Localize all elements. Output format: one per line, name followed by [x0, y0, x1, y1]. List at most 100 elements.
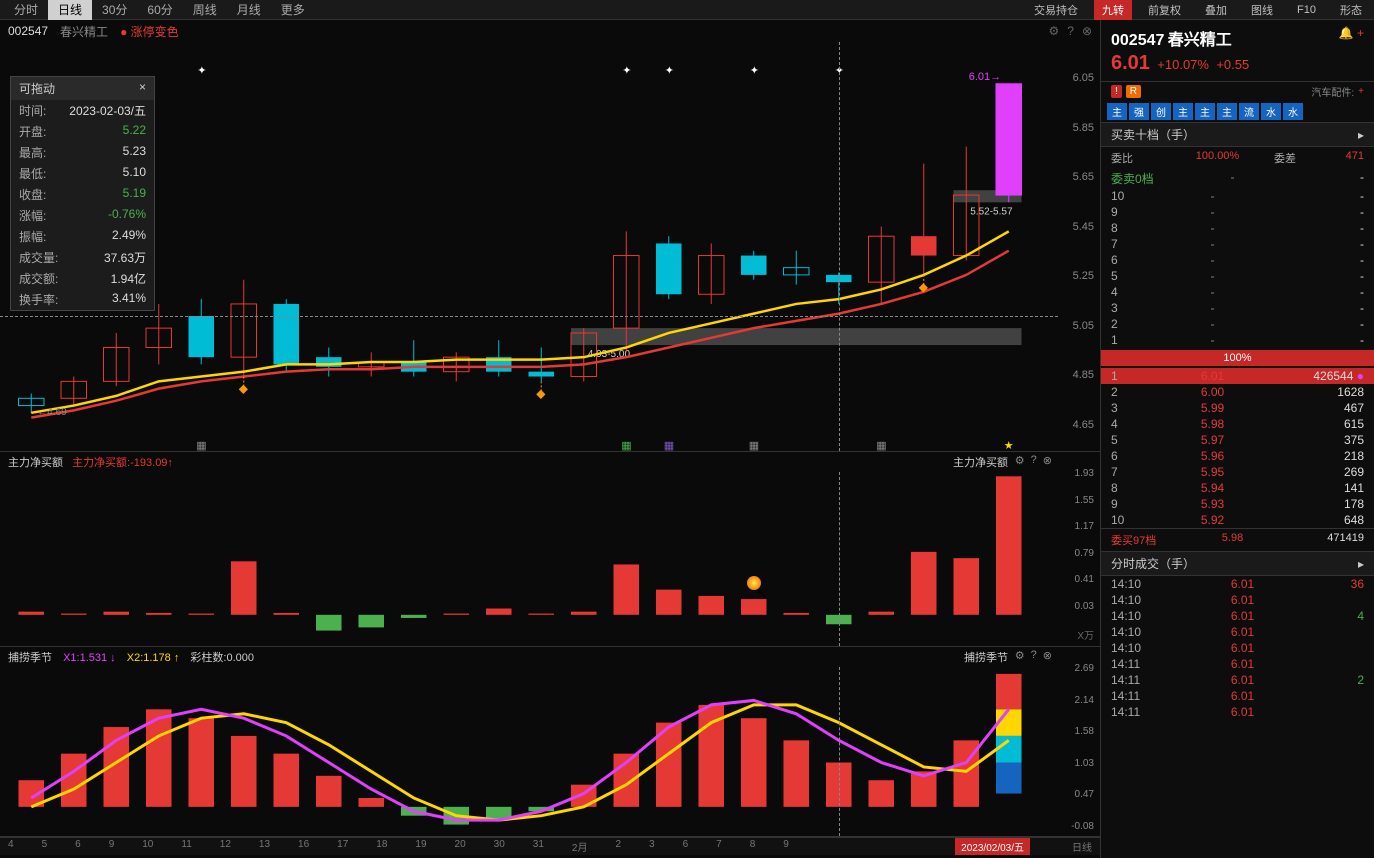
alert-icon[interactable]: 🔔 — [1339, 26, 1354, 40]
stock-tag[interactable]: 主 — [1217, 103, 1237, 120]
period-tab[interactable]: 30分 — [92, 0, 137, 20]
info-row: 最低:5.10 — [11, 163, 154, 184]
svg-text:▦: ▦ — [664, 440, 674, 452]
current-date: 2023/02/03/五 — [955, 838, 1030, 855]
toolbar-btn[interactable]: 图线 — [1243, 0, 1281, 20]
svg-text:◆: ◆ — [239, 382, 249, 396]
info-row: 换手率:3.41% — [11, 289, 154, 310]
stock-tag[interactable]: 主 — [1195, 103, 1215, 120]
period-tab[interactable]: 更多 — [271, 0, 315, 20]
info-row: 涨幅:-0.76% — [11, 205, 154, 226]
period-tab[interactable]: 60分 — [137, 0, 182, 20]
help-icon[interactable]: ? — [1031, 454, 1037, 467]
toolbar-btn[interactable]: 前复权 — [1140, 0, 1189, 20]
bid-row[interactable]: 45.98615 — [1101, 416, 1374, 432]
info-row: 收盘:5.19 — [11, 184, 154, 205]
info-box[interactable]: 可拖动× 时间:2023-02-03/五开盘:5.22最高:5.23最低:5.1… — [10, 76, 155, 311]
settings-icon[interactable]: ⚙ — [1015, 649, 1025, 662]
net-buy-panel[interactable]: 主力净买额 主力净买额:-193.09↑ 主力净买额 ⚙ ? ⊗ 1.931.5… — [0, 452, 1100, 647]
ask-row[interactable]: 2-- — [1101, 316, 1374, 332]
last-price: 6.01 — [1111, 52, 1150, 74]
help-icon[interactable]: ? — [1067, 24, 1074, 38]
bid-row[interactable]: 26.001628 — [1101, 384, 1374, 400]
svg-text:▦: ▦ — [876, 440, 886, 452]
bid-row[interactable]: 35.99467 — [1101, 400, 1374, 416]
period-tab[interactable]: 分时 — [4, 0, 48, 20]
period-tab[interactable]: 月线 — [227, 0, 271, 20]
sell-0: 委卖0档 - - — [1101, 169, 1374, 188]
stock-code: 002547 — [8, 24, 48, 38]
close-icon[interactable]: ⊗ — [1043, 649, 1052, 662]
bid-row[interactable]: 55.97375 — [1101, 432, 1374, 448]
svg-text:✦: ✦ — [197, 65, 206, 77]
expand-icon[interactable]: ▸ — [1358, 557, 1364, 571]
trade-row: 14:116.01 — [1101, 704, 1374, 720]
stock-tag[interactable]: 创 — [1151, 103, 1171, 120]
settings-icon[interactable]: ⚙ — [1015, 454, 1025, 467]
svg-text:◆: ◆ — [536, 386, 546, 400]
ask-row[interactable]: 9-- — [1101, 204, 1374, 220]
change-pct: +10.07% — [1157, 57, 1209, 72]
svg-text:6.01→: 6.01→ — [969, 71, 1001, 83]
info-row: 成交额:1.94亿 — [11, 268, 154, 289]
toolbar-btn[interactable]: 九转 — [1094, 0, 1132, 20]
ask-row[interactable]: 5-- — [1101, 268, 1374, 284]
trade-row: 14:116.012 — [1101, 672, 1374, 688]
toolbar-btn[interactable]: 形态 — [1332, 0, 1370, 20]
bid-row[interactable]: 105.92648 — [1101, 512, 1374, 528]
toolbar-btn[interactable]: 交易持仓 — [1026, 0, 1086, 20]
trade-row: 14:106.014 — [1101, 608, 1374, 624]
badge-row: ! R 汽车配件: + — [1101, 82, 1374, 101]
toolbar-btn[interactable]: 叠加 — [1197, 0, 1235, 20]
ask-row[interactable]: 4-- — [1101, 284, 1374, 300]
trade-row: 14:106.01 — [1101, 640, 1374, 656]
orderbook-ratio: 委比 100.00% 委差 471 — [1101, 147, 1374, 169]
period-tab[interactable]: 周线 — [183, 0, 227, 20]
period-tab[interactable]: 日线 — [48, 0, 92, 20]
close-icon[interactable]: × — [139, 80, 146, 97]
fishing-season-panel[interactable]: 捕捞季节 X1:1.531 ↓ X2:1.178 ↑ 彩柱数:0.000 捕捞季… — [0, 647, 1100, 837]
trade-row: 14:106.0136 — [1101, 576, 1374, 592]
orderbook-mid: 100% — [1101, 350, 1374, 366]
ask-row[interactable]: 3-- — [1101, 300, 1374, 316]
stock-tag[interactable]: 主 — [1107, 103, 1127, 120]
bid-row[interactable]: 85.94141 — [1101, 480, 1374, 496]
stock-tag[interactable]: 水 — [1283, 103, 1303, 120]
stock-tag[interactable]: 强 — [1129, 103, 1149, 120]
trades-title: 分时成交（手）▸ — [1101, 551, 1374, 576]
svg-text:✦: ✦ — [622, 65, 631, 77]
ask-row[interactable]: 8-- — [1101, 220, 1374, 236]
date-axis: 456910111213161718192030312月236789 2023/… — [0, 837, 1100, 855]
stock-tag[interactable]: 水 — [1261, 103, 1281, 120]
candlestick-chart[interactable]: 可拖动× 时间:2023-02-03/五开盘:5.22最高:5.23最低:5.1… — [0, 42, 1100, 452]
trades-list: 14:106.013614:106.0114:106.01414:106.011… — [1101, 576, 1374, 858]
subheader: 002547 春兴精工 ● 涨停变色 ⚙ ? ⊗ — [0, 20, 1100, 42]
close-icon[interactable]: ⊗ — [1082, 24, 1092, 38]
info-row: 时间:2023-02-03/五 — [11, 100, 154, 121]
close-icon[interactable]: ⊗ — [1043, 454, 1052, 467]
ask-row[interactable]: 7-- — [1101, 236, 1374, 252]
trade-row: 14:106.01 — [1101, 624, 1374, 640]
trade-row: 14:106.01 — [1101, 592, 1374, 608]
stock-header: 002547 春兴精工 🔔 + 6.01 +10.07% +0.55 — [1101, 20, 1374, 82]
stock-tag[interactable]: 主 — [1173, 103, 1193, 120]
add-icon[interactable]: + — [1357, 26, 1364, 40]
bid-row[interactable]: 16.01426544 ● — [1101, 368, 1374, 384]
bid-row[interactable]: 65.96218 — [1101, 448, 1374, 464]
color-toggle[interactable]: ● 涨停变色 — [120, 23, 179, 40]
toolbar-btn[interactable]: F10 — [1289, 2, 1324, 18]
settings-icon[interactable]: ⚙ — [1048, 24, 1059, 38]
help-icon[interactable]: ? — [1031, 649, 1037, 662]
info-row: 最高:5.23 — [11, 142, 154, 163]
ask-row[interactable]: 6-- — [1101, 252, 1374, 268]
bid-row[interactable]: 75.95269 — [1101, 464, 1374, 480]
expand-icon[interactable]: ▸ — [1358, 128, 1364, 142]
svg-text:✦: ✦ — [665, 65, 674, 77]
bid-row[interactable]: 95.93178 — [1101, 496, 1374, 512]
ask-row[interactable]: 10-- — [1101, 188, 1374, 204]
stock-tag[interactable]: 流 — [1239, 103, 1259, 120]
trade-row: 14:116.01 — [1101, 688, 1374, 704]
buy-summary: 委买97档 5.98 471419 — [1101, 528, 1374, 551]
svg-text:✦: ✦ — [835, 65, 844, 77]
ask-row[interactable]: 1-- — [1101, 332, 1374, 348]
